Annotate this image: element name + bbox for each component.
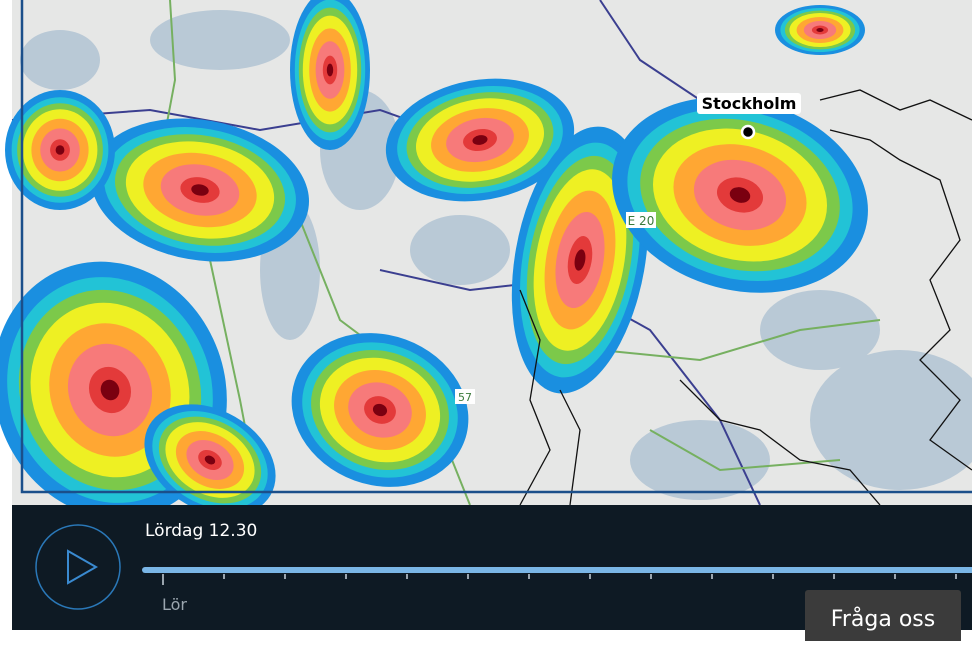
radar-cell: [55, 145, 65, 155]
radar-cell: [816, 28, 824, 32]
road-label: 57: [458, 391, 472, 404]
road-label-box: [455, 389, 475, 404]
radar-cell: [729, 187, 751, 203]
time-label: Lördag 12.30: [145, 521, 258, 541]
play-icon: [67, 549, 99, 585]
city-dot[interactable]: [740, 124, 756, 140]
radar-map[interactable]: Stockholm E 20 57: [0, 0, 972, 505]
precipitation: [0, 0, 868, 505]
help-button[interactable]: Fråga oss: [805, 590, 961, 641]
coastline: [519, 89, 972, 505]
timeline-ticks: [162, 574, 957, 585]
radar-cell: [100, 379, 120, 401]
player-controls: [35, 524, 972, 610]
frame: [20, 0, 972, 494]
radar-cell: [372, 403, 388, 417]
city-label: Stockholm: [702, 94, 797, 113]
radar-cell: [204, 455, 216, 465]
city-label-box: [697, 93, 801, 114]
radar-cell: [574, 249, 586, 271]
day-tick-label: Lör: [162, 595, 187, 614]
road-label-box: [626, 212, 656, 228]
radar-cell: [191, 184, 209, 196]
road-label: E 20: [628, 214, 655, 228]
play-button[interactable]: [35, 524, 121, 610]
radar-cell: [472, 135, 488, 145]
radar-cell: [326, 63, 334, 77]
